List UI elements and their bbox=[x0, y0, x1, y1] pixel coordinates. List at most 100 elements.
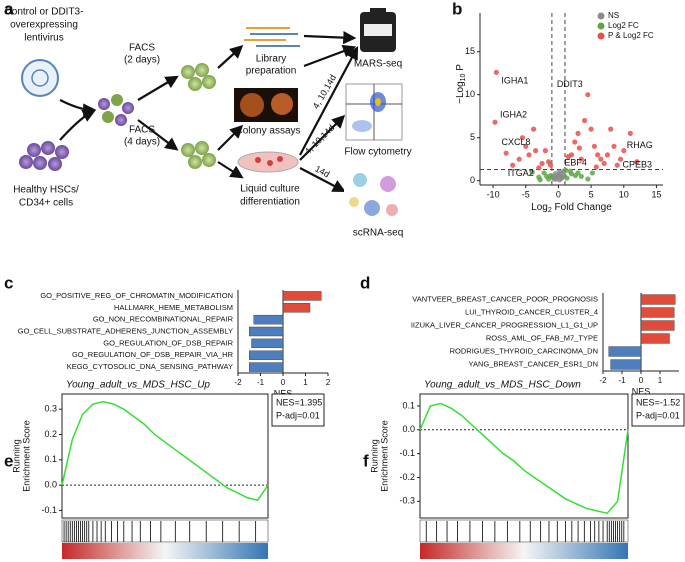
x-tick-label: 0 bbox=[281, 378, 286, 387]
y-tick-label: 0 bbox=[470, 175, 475, 185]
point bbox=[539, 160, 545, 167]
label: preparation bbox=[246, 66, 297, 77]
y-tick-label: 5 bbox=[470, 132, 475, 142]
point bbox=[634, 159, 640, 165]
point bbox=[572, 139, 578, 145]
label: (2 days) bbox=[124, 55, 160, 66]
axis-title-part: −Log bbox=[455, 81, 466, 104]
plot-frame bbox=[61, 393, 269, 519]
arrow bbox=[299, 114, 346, 161]
point bbox=[601, 160, 607, 167]
point-label: IGHA2 bbox=[500, 110, 527, 120]
point bbox=[578, 173, 584, 179]
y-tick-label: 0.0 bbox=[402, 424, 415, 434]
arrow bbox=[59, 110, 96, 141]
axis-title-part: Log bbox=[531, 202, 548, 213]
bar bbox=[640, 320, 675, 331]
label: CD34+ cells bbox=[19, 198, 73, 209]
y-tick-label: -0.2 bbox=[399, 472, 415, 482]
point bbox=[575, 170, 581, 176]
virus-icon bbox=[21, 59, 59, 97]
point bbox=[611, 143, 617, 149]
x-tick-label: -1 bbox=[618, 376, 626, 385]
y-axis-title: Running bbox=[369, 439, 379, 473]
y-axis-title: Running bbox=[11, 439, 21, 473]
y-tick-label: 0.0 bbox=[44, 479, 57, 489]
y-axis-title: Enrichment Score bbox=[21, 420, 31, 492]
bar bbox=[640, 294, 676, 305]
y-tick-label: 15 bbox=[465, 46, 475, 56]
point bbox=[588, 126, 594, 132]
x-tick-label: -5 bbox=[522, 189, 530, 199]
point bbox=[519, 135, 526, 141]
plot-frame bbox=[419, 393, 629, 519]
y-tick-label: -0.1 bbox=[399, 448, 415, 458]
bar bbox=[608, 346, 642, 357]
panel-a: a Control or DDIT3- overexpressing lenti… bbox=[4, 0, 412, 239]
arrow bbox=[137, 119, 179, 151]
label: Flow cytometry bbox=[344, 147, 411, 158]
point bbox=[593, 164, 599, 170]
panel-label: d bbox=[360, 273, 370, 292]
x-axis-title: NES bbox=[632, 386, 651, 396]
point bbox=[544, 173, 550, 179]
bar bbox=[249, 362, 284, 372]
bar bbox=[282, 303, 311, 313]
x-tick-label: -2 bbox=[599, 376, 607, 385]
label: Liquid culture bbox=[240, 184, 300, 195]
label: Colony assays bbox=[235, 126, 300, 137]
panel-label: b bbox=[452, 0, 462, 18]
panel-label: a bbox=[4, 0, 14, 18]
point bbox=[578, 156, 584, 162]
stats-box bbox=[631, 393, 685, 427]
barcode-bg bbox=[61, 519, 269, 543]
sequencer-icon bbox=[360, 8, 396, 52]
y-tick-label: 0.1 bbox=[44, 454, 57, 464]
point bbox=[576, 145, 582, 151]
y-axis-title: Enrichment Score bbox=[379, 420, 389, 492]
label: MARS-seq bbox=[354, 59, 402, 70]
point-label: CXCL8 bbox=[502, 137, 531, 147]
rank-gradient bbox=[62, 543, 268, 559]
point bbox=[516, 156, 522, 162]
label: differentiation bbox=[240, 197, 300, 208]
arrow bbox=[217, 161, 244, 179]
point bbox=[503, 150, 509, 156]
point bbox=[492, 119, 498, 125]
x-tick-label: 2 bbox=[326, 378, 331, 387]
point bbox=[608, 126, 614, 132]
bar bbox=[249, 350, 284, 360]
point bbox=[557, 172, 563, 178]
legend-label: NS bbox=[608, 11, 619, 20]
point bbox=[529, 169, 535, 175]
point bbox=[547, 162, 554, 168]
point bbox=[536, 165, 542, 171]
category-label: HALLMARK_HEME_METABOLISM bbox=[114, 303, 233, 312]
point bbox=[598, 156, 604, 162]
label: Control or DDIT3- bbox=[5, 7, 84, 18]
category-label: RODRIGUES_THYROID_CARCINOMA_DN bbox=[450, 346, 598, 355]
legend-swatch bbox=[597, 12, 605, 20]
axis-title-part: Fold Change bbox=[552, 202, 612, 213]
bar bbox=[253, 314, 284, 325]
legend-label: Log2 FC bbox=[608, 21, 639, 30]
label: Library bbox=[256, 54, 287, 65]
point bbox=[547, 172, 554, 179]
arrow bbox=[303, 44, 357, 68]
bar bbox=[640, 333, 670, 344]
category-label: LUI_THYROID_CANCER_CLUSTER_4 bbox=[465, 307, 598, 316]
bar bbox=[640, 307, 675, 318]
category-label: GO_REGULATION_OF_DSB_REPAIR_VIA_HR bbox=[72, 350, 234, 359]
y-tick-label: 0.3 bbox=[44, 404, 57, 414]
legend-swatch bbox=[597, 22, 605, 30]
arrow bbox=[59, 99, 97, 117]
mixed-cells bbox=[98, 94, 134, 126]
x-tick-label: 15 bbox=[651, 189, 661, 199]
label: overexpressing bbox=[10, 20, 78, 31]
point-label: ITGA2 bbox=[508, 168, 534, 178]
bar bbox=[282, 291, 322, 301]
x-tick-label: 1 bbox=[658, 376, 663, 385]
arrow bbox=[137, 75, 179, 101]
x-tick-label: 10 bbox=[619, 189, 629, 199]
